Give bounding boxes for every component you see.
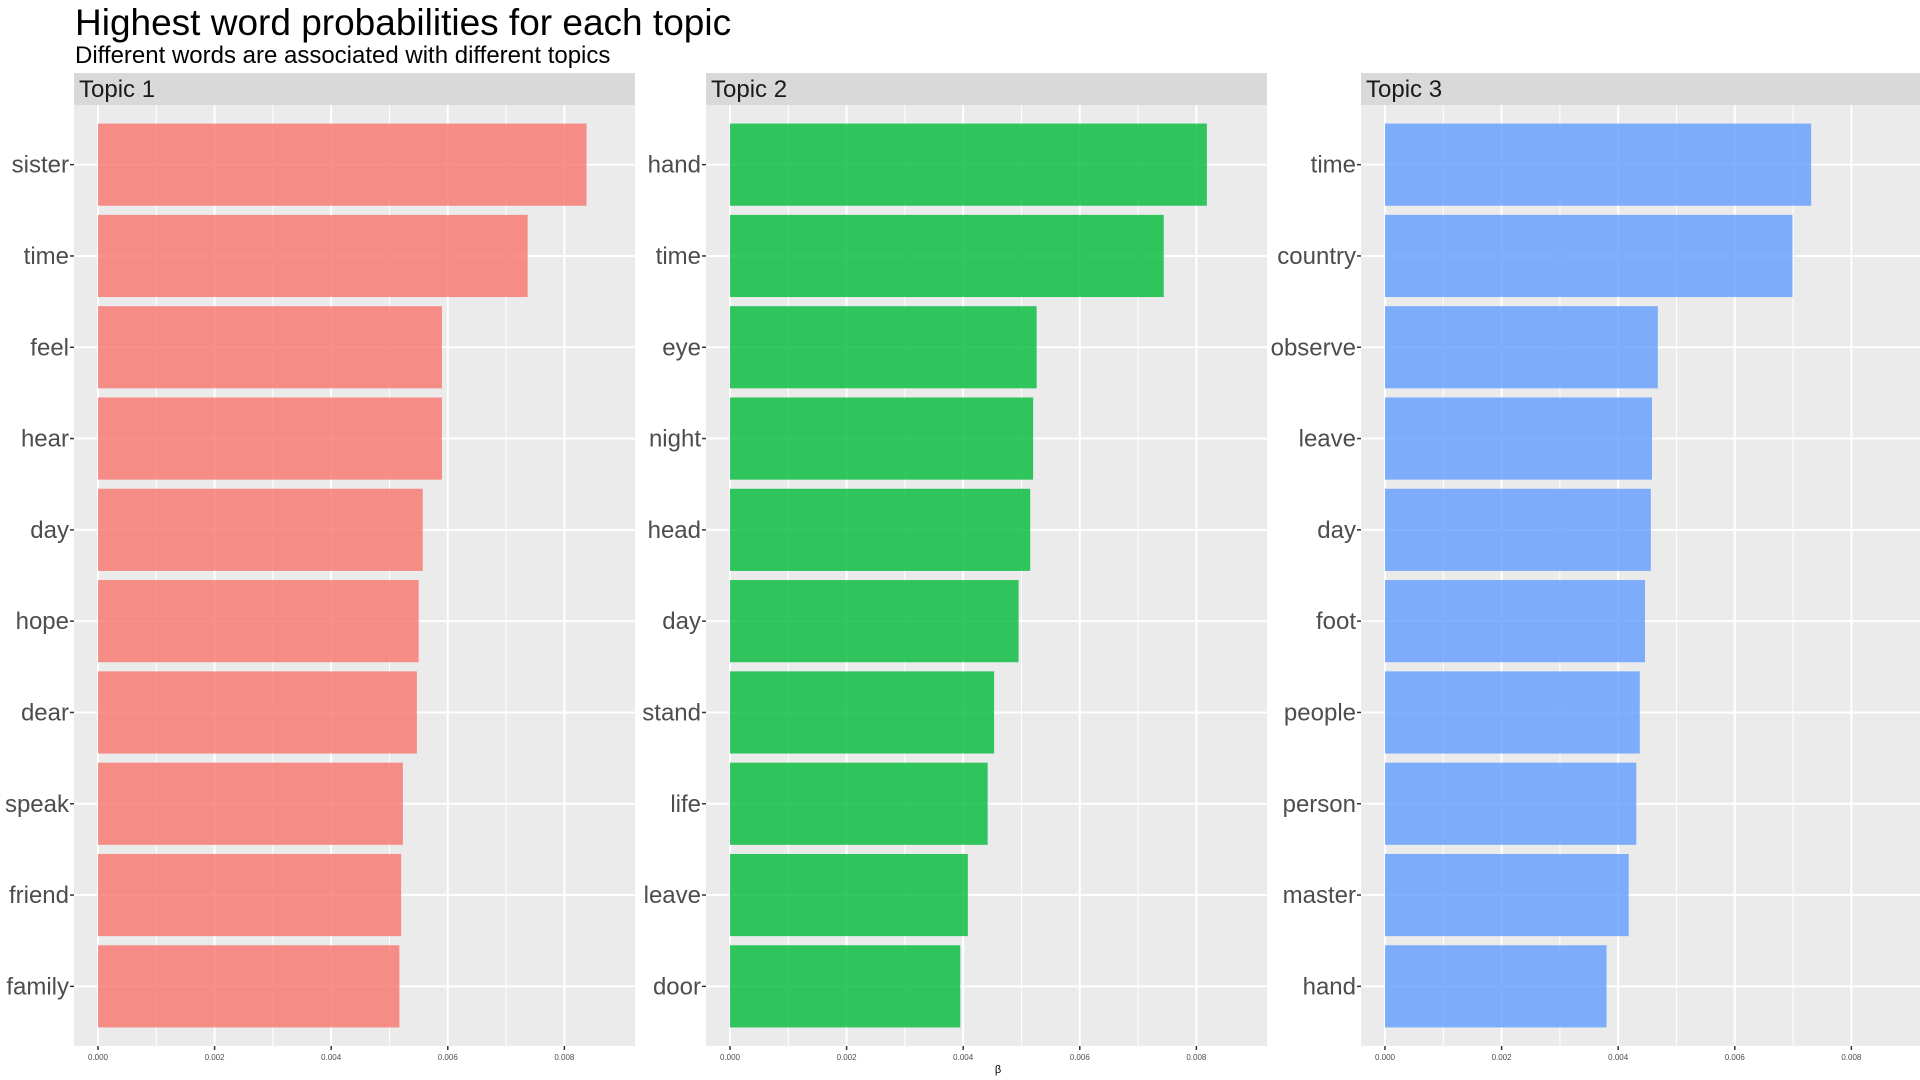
category-label: sister: [12, 152, 69, 179]
category-label: time: [656, 243, 701, 270]
bar: [1385, 397, 1652, 480]
bar: [730, 397, 1034, 480]
category-label: speak: [5, 791, 70, 818]
bar: [1385, 306, 1658, 389]
bar: [98, 397, 442, 480]
facet-strip: [74, 73, 635, 105]
bar: [98, 214, 528, 298]
category-label: time: [24, 243, 69, 270]
bar: [1385, 762, 1637, 845]
bar: [98, 671, 417, 754]
x-tick-label: 0.004: [321, 1053, 342, 1062]
category-label: day: [662, 608, 701, 635]
category-label: hand: [648, 152, 701, 179]
bar: [730, 945, 961, 1028]
x-tick-label: 0.006: [1070, 1053, 1091, 1062]
category-label: leave: [644, 882, 701, 909]
bar: [1385, 123, 1812, 206]
category-label: foot: [1316, 608, 1356, 635]
x-tick-label: 0.002: [205, 1053, 226, 1062]
x-tick-label: 0.008: [1841, 1053, 1862, 1062]
facet-strip: [1361, 73, 1920, 105]
bar: [1385, 853, 1629, 937]
category-label: dear: [21, 699, 69, 726]
bar: [730, 306, 1037, 389]
bar: [1385, 488, 1651, 571]
category-label: friend: [9, 882, 69, 909]
x-tick-label: 0.000: [88, 1053, 109, 1062]
x-tick-label: 0.006: [438, 1053, 459, 1062]
category-label: hear: [21, 426, 69, 453]
category-label: master: [1283, 882, 1356, 909]
category-label: day: [30, 517, 69, 544]
bar: [730, 671, 995, 754]
x-tick-label: 0.006: [1725, 1053, 1746, 1062]
facet-label: Topic 1: [79, 76, 155, 103]
bar: [1385, 945, 1607, 1028]
bar: [98, 306, 442, 389]
category-label: leave: [1299, 426, 1356, 453]
facet-label: Topic 3: [1366, 76, 1442, 103]
category-label: time: [1311, 152, 1356, 179]
bar: [730, 853, 968, 937]
category-label: day: [1317, 517, 1356, 544]
category-label: life: [670, 791, 701, 818]
bar: [1385, 214, 1793, 298]
category-label: feel: [30, 334, 69, 361]
bar: [98, 123, 587, 206]
category-label: family: [6, 973, 69, 1000]
x-tick-label: 0.008: [554, 1053, 575, 1062]
x-tick-label: 0.002: [1492, 1053, 1513, 1062]
facet-strip: [706, 73, 1267, 105]
category-label: hand: [1303, 973, 1356, 1000]
category-label: country: [1277, 243, 1356, 270]
category-label: eye: [662, 334, 701, 361]
category-label: people: [1284, 699, 1356, 726]
x-tick-label: 0.008: [1186, 1053, 1207, 1062]
chart-title: Highest word probabilities for each topi…: [75, 2, 732, 43]
facet-label: Topic 2: [711, 76, 787, 103]
bar: [730, 580, 1019, 663]
x-tick-label: 0.002: [837, 1053, 858, 1062]
category-label: person: [1283, 791, 1356, 818]
bar: [1385, 580, 1645, 663]
x-tick-label: 0.004: [1608, 1053, 1629, 1062]
x-axis-title: β: [995, 1064, 1001, 1076]
category-label: night: [649, 426, 701, 453]
category-label: observe: [1271, 334, 1356, 361]
bar: [730, 214, 1164, 298]
bar: [98, 488, 423, 571]
bar: [98, 945, 400, 1028]
category-label: door: [653, 973, 701, 1000]
category-label: hope: [16, 608, 69, 635]
bar: [730, 123, 1207, 206]
bar: [730, 488, 1031, 571]
x-tick-label: 0.000: [720, 1053, 741, 1062]
category-label: head: [648, 517, 701, 544]
bar: [730, 762, 988, 845]
x-tick-label: 0.004: [953, 1053, 974, 1062]
bar: [98, 580, 419, 663]
chart-subtitle: Different words are associated with diff…: [75, 42, 611, 69]
bar: [98, 853, 402, 937]
bar: [1385, 671, 1640, 754]
category-label: stand: [642, 699, 701, 726]
x-tick-label: 0.000: [1375, 1053, 1396, 1062]
bar: [98, 762, 403, 845]
